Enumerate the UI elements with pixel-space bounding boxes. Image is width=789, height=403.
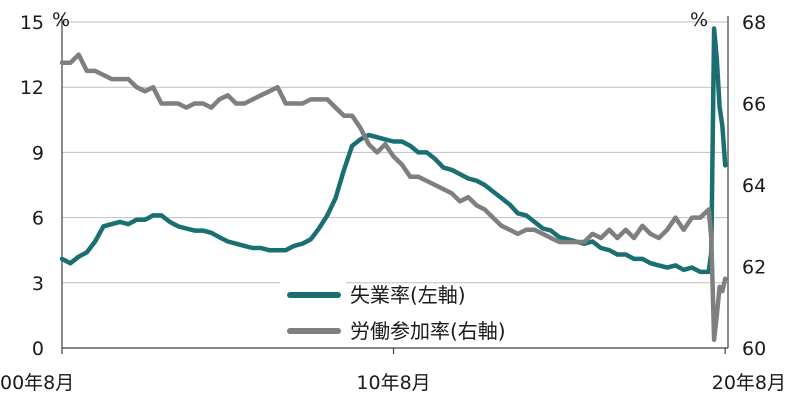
right-tick-label: 60 (742, 338, 766, 360)
gridlines (62, 21, 728, 284)
legend: 失業率(左軸) 労働参加率(右軸) (280, 282, 506, 344)
series-lines (59, 26, 728, 343)
right-tick-label: 66 (742, 94, 766, 116)
left-tick-label: 9 (32, 142, 44, 164)
unemployment-rate-line (59, 26, 728, 275)
labor-participation-line (59, 52, 728, 343)
right-tick-label: 68 (742, 12, 766, 34)
left-tick-label: 3 (32, 273, 44, 295)
legend-label: 労働参加率(右軸) (350, 319, 506, 343)
right-tick-label: 62 (742, 257, 766, 279)
axes: 0 3 6 9 12 15 60 62 64 66 68% % 00年8月 10年8月 20年8月 (0, 9, 786, 394)
x-tick-label: 00年8月 (0, 372, 74, 394)
left-tick-label: 12 (20, 77, 44, 99)
left-tick-label: 0 (32, 338, 44, 360)
right-tick-label: 64 (742, 175, 766, 197)
x-tick-label: 10年8月 (356, 372, 430, 394)
legend-label: 失業率(左軸) (350, 283, 466, 307)
left-tick-label: 6 (32, 208, 44, 230)
left-unit-label: % (52, 9, 70, 31)
x-tick-label: 20年8月 (712, 372, 786, 394)
left-tick-label: 15 (20, 12, 44, 34)
right-unit-label: % (690, 9, 708, 31)
